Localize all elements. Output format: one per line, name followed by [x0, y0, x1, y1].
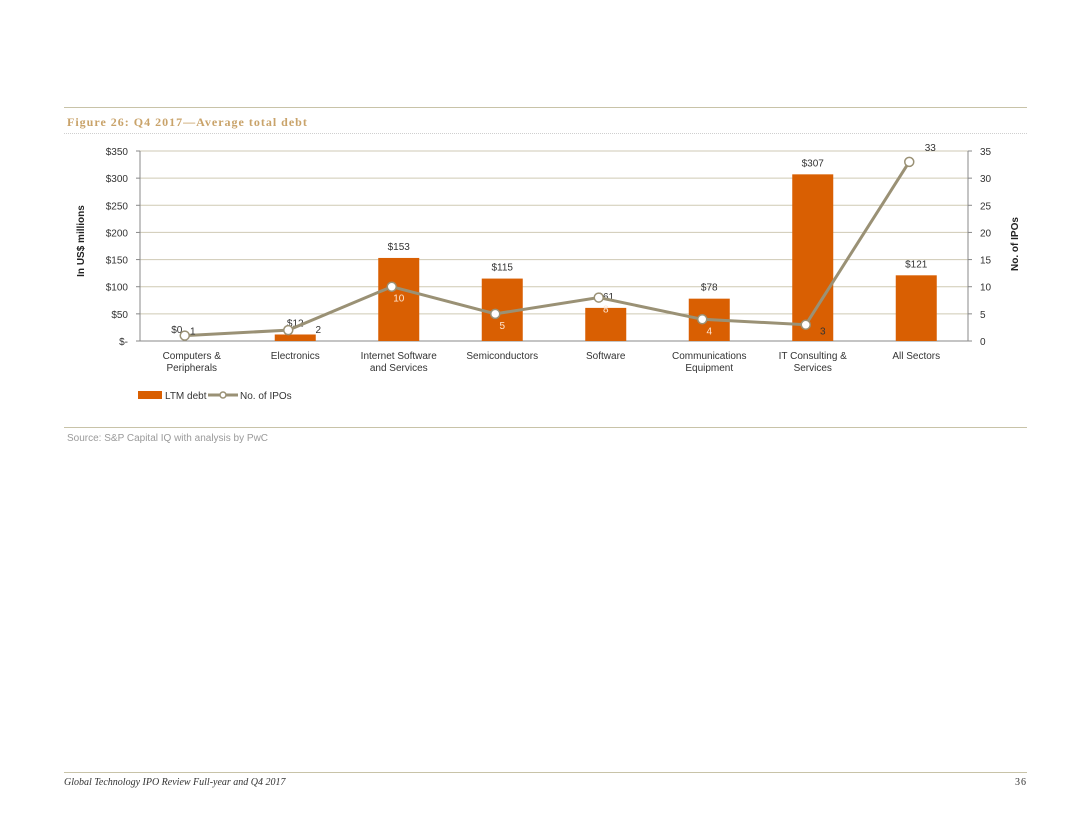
- left-axis-tick-label: $100: [106, 283, 129, 294]
- line-point: [697, 314, 708, 325]
- bar-ltm-debt: [585, 307, 627, 341]
- line-value-label: 2: [315, 325, 321, 336]
- bar-ltm-debt: [274, 334, 316, 341]
- category-label: Communications: [672, 351, 746, 362]
- left-axis-tick-label: $300: [106, 174, 129, 185]
- bar-ltm-debt: [378, 257, 420, 341]
- legend-bar-label: LTM debt: [165, 391, 207, 402]
- bar-value-label: $121: [905, 259, 928, 270]
- page-number: 36: [1015, 777, 1027, 788]
- left-axis-tick-label: $200: [106, 228, 129, 239]
- category-label: IT Consulting &: [779, 351, 848, 362]
- right-axis-tick-label: 0: [980, 337, 986, 348]
- source-note: Source: S&P Capital IQ with analysis by …: [67, 433, 269, 444]
- right-axis-tick-label: 15: [980, 256, 992, 267]
- category-label: Electronics: [271, 351, 320, 362]
- line-point: [800, 319, 811, 330]
- bar-value-label: $153: [388, 242, 411, 253]
- category-label: and Services: [370, 363, 428, 374]
- left-axis-tick-label: $350: [106, 147, 129, 158]
- line-value-label: 4: [706, 326, 712, 337]
- right-axis-tick-label: 5: [980, 310, 986, 321]
- right-axis-tick-label: 20: [980, 228, 992, 239]
- line-point: [179, 330, 190, 341]
- line-value-label: 10: [393, 294, 405, 305]
- line-point: [386, 281, 397, 292]
- top-rule: [64, 107, 1027, 108]
- right-axis-tick-label: 30: [980, 174, 992, 185]
- category-label: Equipment: [685, 363, 733, 374]
- source-rule: [64, 427, 1027, 428]
- category-label: Computers &: [163, 351, 222, 362]
- line-value-label: 3: [820, 327, 826, 338]
- right-axis-tick-label: 10: [980, 283, 992, 294]
- line-point: [490, 308, 501, 320]
- line-point: [593, 292, 604, 303]
- left-axis-title: In US$ millions: [76, 205, 87, 277]
- title-divider: [64, 133, 1027, 134]
- category-label: Semiconductors: [466, 351, 538, 362]
- bar-value-label: $115: [491, 263, 513, 274]
- category-label: Software: [586, 351, 626, 362]
- right-axis-tick-label: 25: [980, 201, 992, 212]
- bar-value-label: $307: [802, 158, 825, 169]
- category-label: Peripherals: [166, 363, 217, 374]
- line-point: [904, 156, 915, 168]
- bar-value-label: $12: [287, 318, 304, 329]
- legend-line-marker: [219, 391, 227, 399]
- line-value-label: 1: [190, 327, 196, 338]
- category-label: Services: [794, 363, 832, 374]
- bar-value-label: $0: [171, 325, 183, 336]
- left-axis-tick-label: $150: [106, 256, 129, 267]
- line-value-label: 8: [603, 305, 609, 316]
- bar-value-label: $78: [701, 283, 718, 294]
- category-label: Internet Software: [361, 351, 438, 362]
- line-no-of-ipos: [184, 161, 911, 338]
- bar-value-label: $61: [597, 292, 614, 303]
- legend-line-label: No. of IPOs: [240, 391, 292, 402]
- category-label: All Sectors: [892, 351, 940, 362]
- left-axis-tick-label: $250: [106, 201, 129, 212]
- footer-rule: [64, 772, 1027, 773]
- left-axis-tick-label: $-: [119, 337, 128, 348]
- right-axis-title: No. of IPOs: [1010, 217, 1021, 271]
- footer-document-title: Global Technology IPO Review Full-year a…: [64, 777, 286, 788]
- left-axis-tick-label: $50: [111, 310, 128, 321]
- line-value-label: 5: [499, 321, 505, 332]
- figure-title: Figure 26: Q4 2017—Average total debt: [67, 115, 308, 129]
- right-axis-tick-label: 35: [980, 147, 992, 158]
- legend-bar-swatch: [138, 391, 162, 399]
- line-value-label: 33: [925, 143, 937, 154]
- line-point: [283, 324, 294, 336]
- bar-ltm-debt: [895, 275, 937, 341]
